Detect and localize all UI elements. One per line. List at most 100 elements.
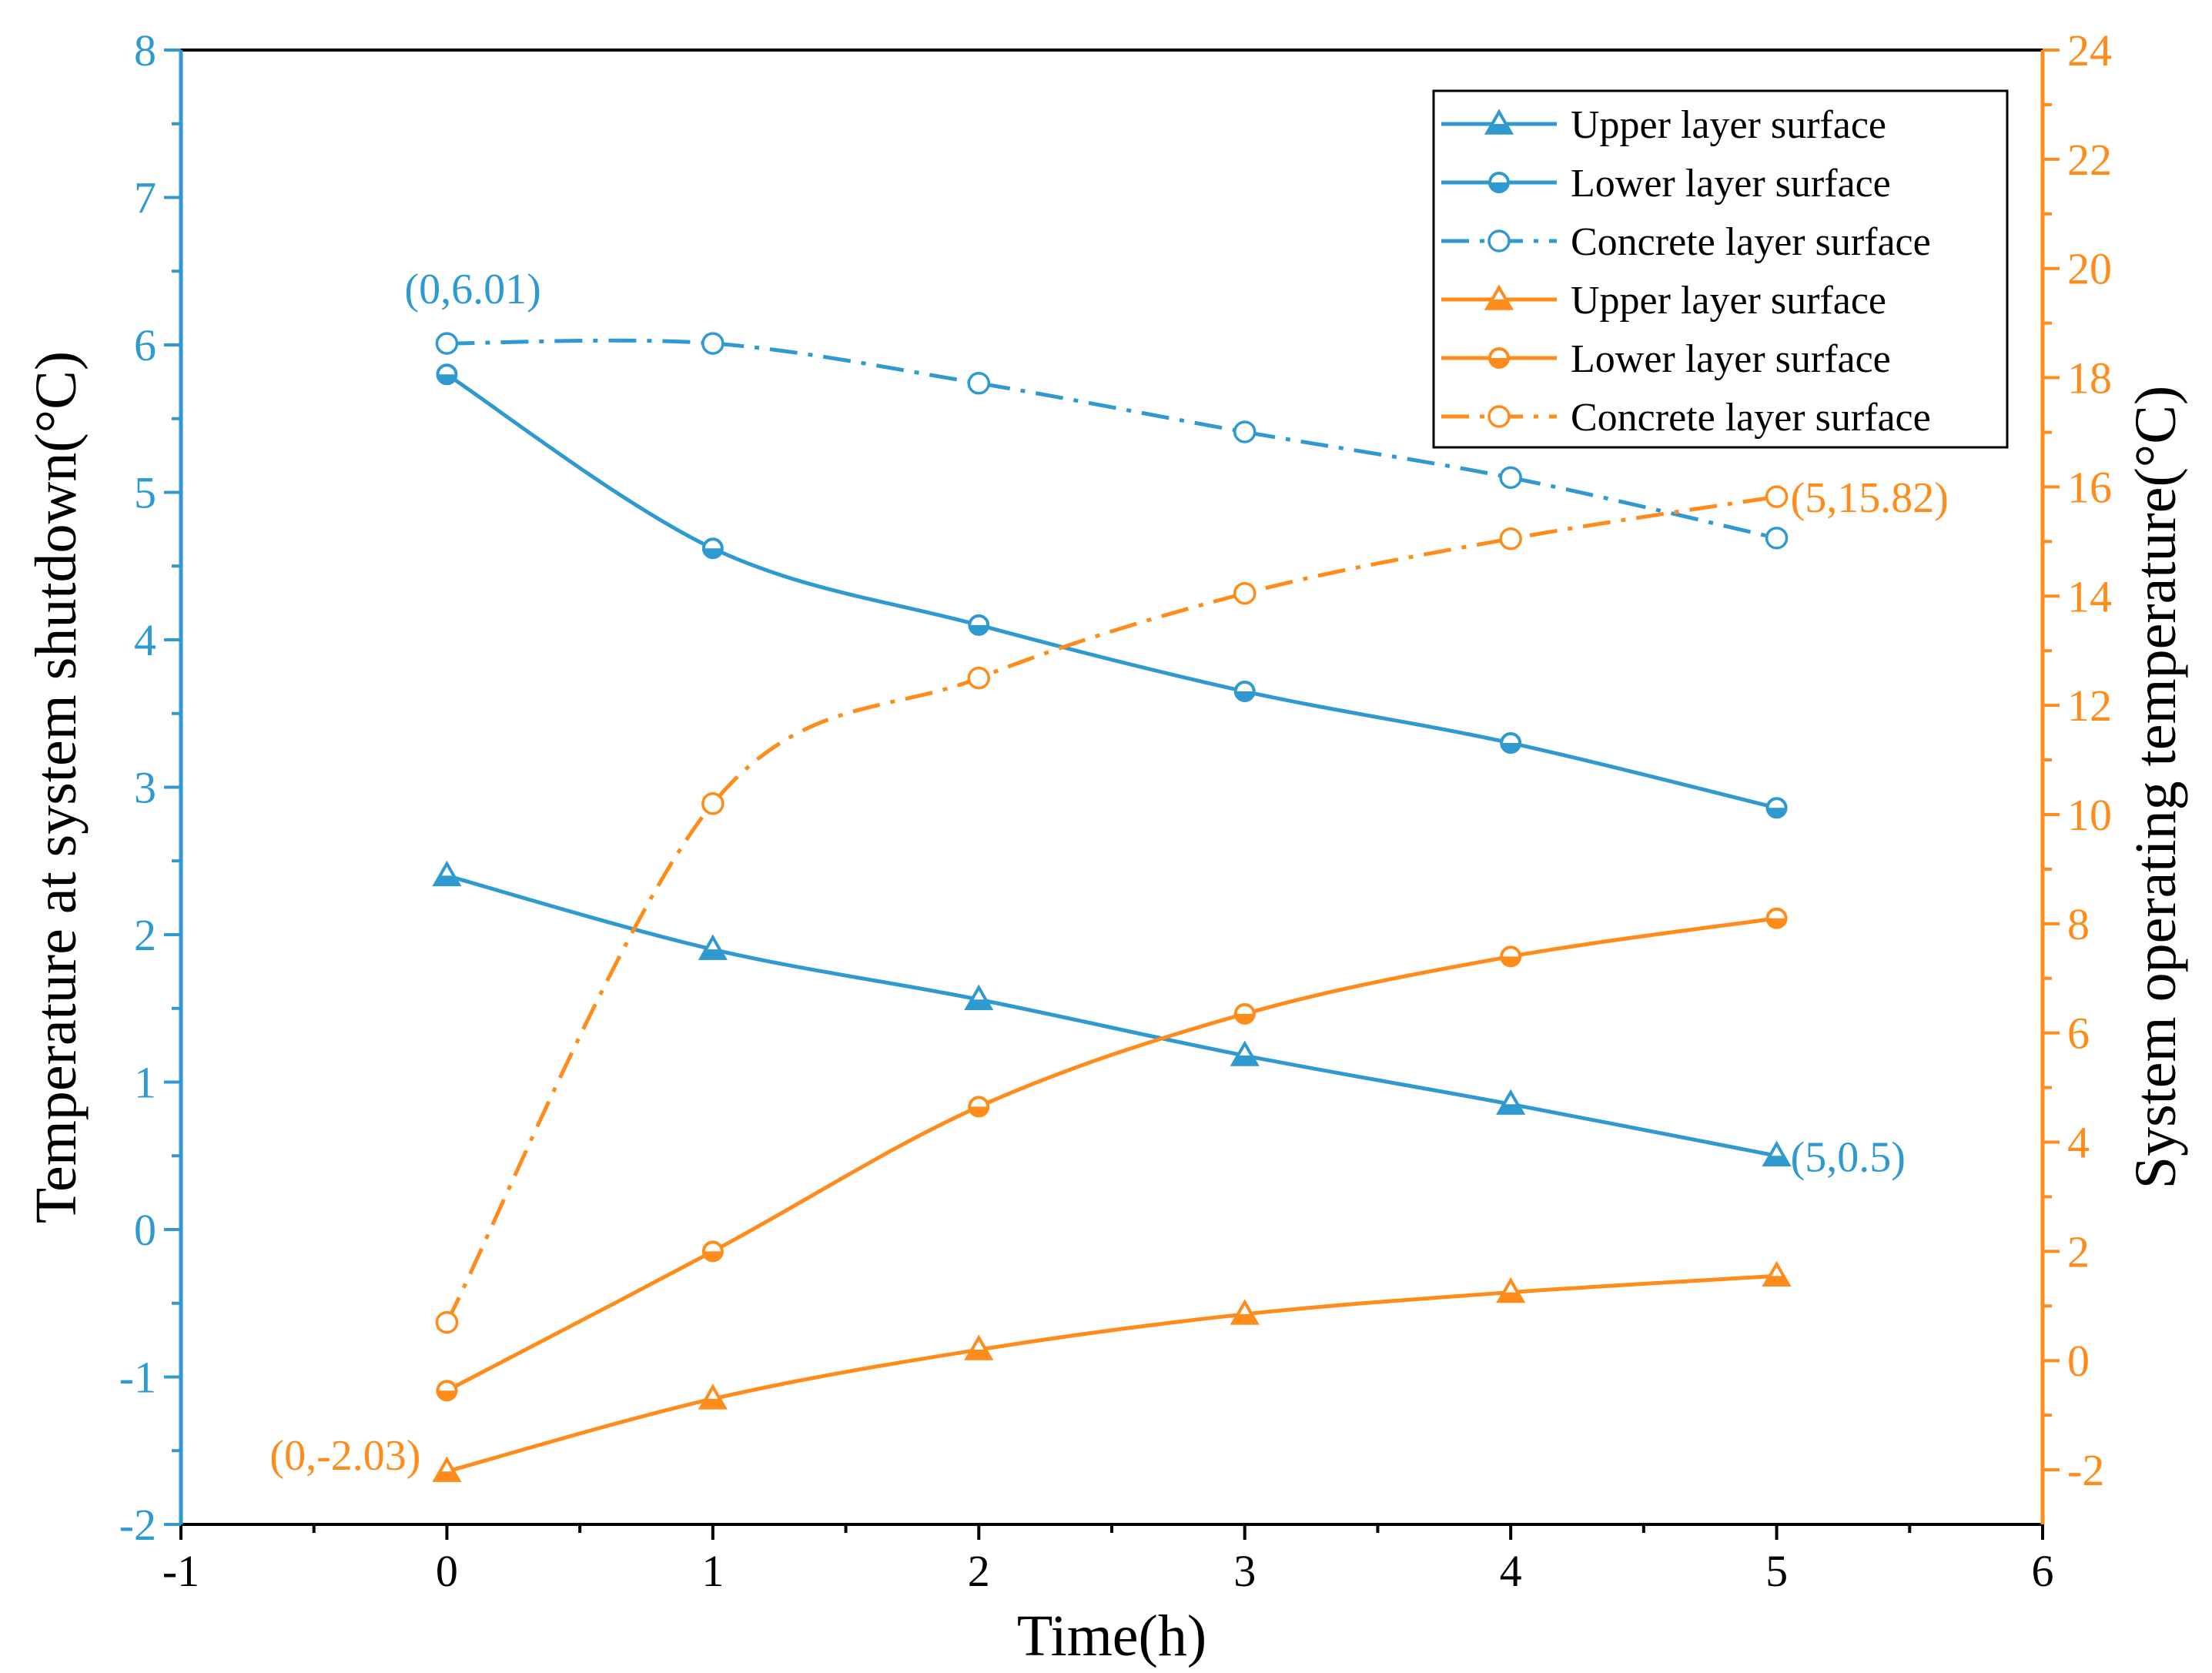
- y-right-tick-label: 12: [2067, 681, 2112, 731]
- series-1-point-1: [432, 860, 462, 887]
- series-3-point-3-outline: [967, 372, 991, 395]
- y-left-tick-label: 2: [134, 910, 156, 960]
- series-6-point-3-outline: [967, 666, 991, 690]
- x-tick-label: 1: [701, 1546, 724, 1596]
- legend-label-2: Lower layer surface: [1571, 162, 1891, 206]
- y-right-tick-label: 14: [2067, 571, 2112, 621]
- y-left-tick-label: 3: [134, 763, 156, 813]
- legend-box: [1432, 89, 2009, 449]
- legend-marker-1-fill: [1487, 124, 1511, 133]
- series-5-point-1-fill: [437, 1390, 457, 1400]
- y-right-tick-label: 10: [2067, 790, 2112, 840]
- y-left-tick-label: 4: [134, 615, 156, 665]
- legend-label-1: Upper layer surface: [1571, 103, 1886, 147]
- series-line-5: [446, 916, 1777, 1393]
- series-6-point-1-outline: [435, 1310, 459, 1334]
- series-4-point-2-fill: [701, 1398, 725, 1408]
- series-line-4: [446, 1273, 1777, 1474]
- series-4-point-5-fill: [1498, 1292, 1523, 1302]
- series-6-point-6-outline: [1765, 485, 1789, 508]
- x-tick-label: -1: [162, 1546, 199, 1596]
- y-left-tick-label: 1: [134, 1058, 156, 1108]
- y-left-tick-label: -1: [119, 1353, 156, 1403]
- legend-label-4: Upper layer surface: [1571, 279, 1886, 323]
- annotation-label: (5,0.5): [1791, 1133, 1906, 1181]
- series-1-point-6-fill: [1764, 1156, 1789, 1165]
- series-3-point-3: [967, 372, 991, 395]
- series-3-point-6-outline: [1765, 527, 1789, 550]
- legend-marker-5: [1488, 347, 1510, 369]
- legend-marker-6: [1487, 405, 1511, 428]
- series-3-point-2: [701, 332, 725, 355]
- series-1-point-5: [1496, 1089, 1526, 1115]
- legend-marker-4-fill: [1487, 299, 1511, 309]
- series-3-point-4-outline: [1233, 420, 1257, 443]
- series-1-point-3-fill: [966, 999, 991, 1009]
- series-2-point-2-fill: [703, 548, 722, 558]
- x-tick-label: 0: [436, 1546, 458, 1596]
- series-4-point-5: [1496, 1276, 1526, 1303]
- series-3-point-4: [1233, 420, 1257, 443]
- series-4-point-1: [432, 1456, 462, 1482]
- series-2-point-5-fill: [1501, 743, 1521, 753]
- annotation-label: (0,-2.03): [269, 1432, 420, 1480]
- legend: Upper layer surface Lower layer surface Co…: [1432, 89, 2009, 449]
- y-right-tick-label: -2: [2067, 1445, 2104, 1495]
- y-right-tick-label: 16: [2067, 462, 2112, 512]
- axes-layer: -1 0 1 2 3 4 5 6-2-1012345678-20246810121416182…: [24, 25, 2188, 1668]
- legend-label-5: Lower layer surface: [1571, 337, 1891, 381]
- y-left-axis-title: Temperature at system shutdown(°C): [24, 351, 89, 1223]
- y-left-tick-label: 6: [134, 320, 156, 370]
- annotation-layer: (0,6.01) (5,0.5) (0,-2.03) (5,15.82): [269, 266, 1948, 1480]
- series-2-point-1-fill: [437, 374, 457, 384]
- series-5-point-4-fill: [1235, 1013, 1254, 1023]
- series-4-point-4-fill: [1233, 1313, 1257, 1323]
- y-right-tick-label: 18: [2067, 353, 2112, 403]
- series-3-point-5: [1499, 466, 1522, 490]
- legend-marker-6-outline: [1487, 405, 1511, 428]
- series-6-point-5: [1499, 527, 1522, 550]
- legend-marker-1: [1484, 109, 1514, 135]
- series-2-point-2: [701, 537, 724, 560]
- series-6-point-4-outline: [1233, 581, 1257, 605]
- x-tick-label: 2: [968, 1546, 990, 1596]
- series-5-point-2-fill: [703, 1251, 722, 1261]
- series-5-point-4: [1233, 1002, 1256, 1025]
- y-right-tick-label: 2: [2067, 1226, 2090, 1276]
- series-4-point-4: [1230, 1299, 1260, 1325]
- series-4-point-6: [1762, 1260, 1792, 1287]
- series-line-1: [446, 873, 1778, 1158]
- y-left-tick-label: 5: [134, 468, 156, 518]
- series-2-point-3-fill: [969, 624, 989, 634]
- y-left-tick-label: 0: [134, 1205, 156, 1255]
- y-right-tick-label: 4: [2067, 1118, 2090, 1168]
- y-left-tick-label: 8: [134, 25, 156, 75]
- x-tick-label: 4: [1500, 1546, 1522, 1596]
- y-right-tick-label: 20: [2067, 244, 2112, 294]
- y-right-tick-label: 24: [2067, 25, 2112, 75]
- legend-marker-5-fill: [1490, 358, 1508, 367]
- y-right-tick-label: 8: [2067, 899, 2090, 949]
- series-1-point-6: [1762, 1140, 1792, 1166]
- series-5-point-3: [968, 1096, 990, 1118]
- series-3-point-5-outline: [1499, 466, 1522, 490]
- series-2-point-4-fill: [1235, 691, 1254, 701]
- series-6-point-4: [1233, 581, 1257, 605]
- legend-marker-2-fill: [1490, 182, 1508, 192]
- series-layer: [432, 332, 1792, 1482]
- y-left-tick-label: 7: [134, 173, 156, 223]
- legend-label-6: Concrete layer surface: [1571, 396, 1931, 440]
- series-4-point-3: [964, 1334, 994, 1360]
- series-2-point-6: [1765, 797, 1788, 819]
- series-6-point-2-outline: [701, 792, 725, 815]
- y-right-tick-label: 0: [2067, 1336, 2090, 1386]
- legend-marker-4: [1484, 284, 1514, 310]
- series-4-point-2: [698, 1384, 728, 1410]
- series-4-point-1-fill: [434, 1471, 460, 1481]
- series-5-point-5: [1500, 945, 1522, 968]
- series-4-point-3-fill: [966, 1350, 991, 1359]
- series-2-point-5: [1500, 732, 1522, 755]
- legend-marker-2: [1488, 172, 1510, 193]
- y-right-axis-title: System operating temperature(°C): [2123, 386, 2188, 1189]
